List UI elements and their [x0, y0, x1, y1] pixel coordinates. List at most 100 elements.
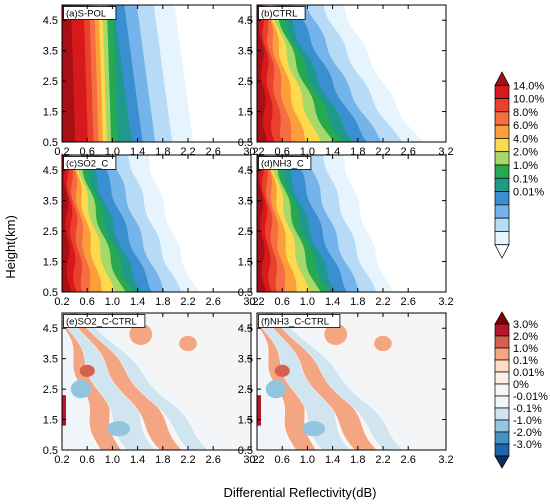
y-tick-label: 0.5 [238, 445, 253, 457]
x-tick-label: 1.4 [325, 296, 340, 308]
y-tick-label: 4.5 [238, 165, 253, 177]
colorbar-label: 8.0% [513, 107, 538, 119]
x-tick-label: 1.8 [155, 454, 170, 466]
panel-frame [256, 4, 447, 143]
colorbar-box [494, 359, 510, 373]
anomaly-band [280, 313, 422, 450]
y-tick-label: 4.5 [43, 323, 58, 335]
colorbar-label: 1.0% [513, 343, 538, 355]
x-tick-label: 0.6 [80, 296, 95, 308]
anomaly-blob [107, 421, 131, 437]
x-tick-label: 2.6 [401, 296, 416, 308]
contour-band [257, 5, 268, 142]
colorbar-box [494, 191, 510, 206]
colorbar-label: 10.0% [513, 94, 544, 106]
colorbar-label: 1.0% [513, 160, 538, 172]
contour-band [257, 155, 266, 292]
y-tick-label: 4.5 [43, 15, 58, 27]
panel-frame [256, 154, 447, 293]
colorbar-box [494, 84, 510, 99]
y-tick-label: 0.5 [238, 287, 253, 299]
x-tick-label: 0.6 [275, 296, 290, 308]
x-tick-label: 1.0 [300, 296, 315, 308]
y-tick-label: 0.5 [43, 445, 58, 457]
colorbar-box [494, 395, 510, 409]
anomaly-blob [179, 335, 197, 352]
colorbar-box [494, 98, 510, 113]
plot-area [62, 5, 251, 142]
x-tick-label: 1.4 [130, 454, 145, 466]
colorbar-label: 14.0% [513, 80, 544, 92]
y-tick-label: 1.5 [238, 415, 253, 427]
x-tick-label: 1.0 [105, 296, 120, 308]
x-tick-label: 3.2 [243, 454, 258, 466]
colorbar-box [494, 311, 510, 325]
x-tick-label: 2.2 [375, 296, 390, 308]
anomaly-blob [274, 364, 290, 377]
x-tick-label: 2.2 [180, 296, 195, 308]
y-tick-label: 2.5 [238, 76, 253, 88]
plot-area [257, 313, 446, 450]
y-tick-label: 2.5 [43, 76, 58, 88]
colorbar-label: 0% [513, 379, 529, 391]
colorbar-box [494, 217, 510, 232]
y-tick-label: 0.5 [43, 287, 58, 299]
anomaly-blob [324, 323, 348, 345]
x-axis-label: Differential Reflectivity(dB) [224, 485, 377, 500]
x-tick-label: 3.2 [243, 296, 258, 308]
panel-title-text: (f)NH3_C-CTRL [261, 317, 329, 328]
anomaly-blob [265, 379, 286, 399]
colorbar-label: 4.0% [513, 133, 538, 145]
y-tick-label: 2.5 [43, 226, 58, 238]
colorbar-box [494, 244, 510, 259]
plot-area [62, 155, 251, 292]
panel-frame [61, 154, 252, 293]
x-tick-label: 0.6 [80, 454, 95, 466]
colorbar-label: -0.01% [513, 391, 548, 403]
y-tick-label: 4.5 [238, 15, 253, 27]
panel-title: (c)SO2_C [63, 156, 117, 170]
contour-band [62, 5, 76, 142]
x-tick-label: 1.8 [155, 296, 170, 308]
x-tick-label: 1.4 [325, 454, 340, 466]
y-tick-label: 1.5 [238, 107, 253, 119]
colorbar-box [494, 71, 510, 86]
panel-frame [61, 312, 252, 451]
colorbar-label: 0.01% [513, 367, 544, 379]
panel-title-text: (e)SO2_C-CTRL [66, 317, 137, 328]
y-tick-label: 3.5 [238, 46, 253, 58]
panel-d: (d)NH3_C0.2 0.6 1.0 1.4 1.8 2.2 2.6 3.20.51.52.… [238, 154, 454, 308]
colorbar-label: -0.1% [513, 403, 542, 415]
x-tick-label: 3.2 [438, 454, 453, 466]
colorbar-box [494, 383, 510, 397]
x-tick-label: 2.6 [401, 454, 416, 466]
y-tick-label: 1.5 [238, 257, 253, 269]
y-tick-label: 1.5 [43, 257, 58, 269]
colorbar-box [494, 455, 510, 469]
anomaly-blob [302, 421, 326, 437]
y-tick-label: 2.5 [43, 384, 58, 396]
colorbar-box [494, 431, 510, 445]
x-tick-label: 0.2 [249, 454, 264, 466]
panel-frame [256, 312, 447, 451]
colorbar-frequency: 14.0% 10.0%8.0%6.0%4.0% 2.0%1.0%0.1% 0.01% [494, 71, 544, 259]
y-tick-label: 3.5 [238, 354, 253, 366]
x-tick-label: 2.2 [180, 454, 195, 466]
colorbar-box [494, 323, 510, 337]
panel-title: (e)SO2_C-CTRL [63, 314, 146, 328]
colorbar-box [494, 371, 510, 385]
x-tick-label: 1.0 [300, 454, 315, 466]
y-tick-label: 4.5 [238, 323, 253, 335]
panel-title-text: (a)S-POL [66, 9, 106, 20]
y-tick-label: 2.5 [238, 226, 253, 238]
panel-title: (d)NH3_C [258, 156, 312, 170]
y-tick-label: 3.5 [43, 46, 58, 58]
colorbar-label: 0.01% [513, 187, 544, 199]
anomaly-blob [374, 335, 392, 352]
colorbar-box [494, 204, 510, 219]
anomaly-blob [70, 379, 91, 399]
